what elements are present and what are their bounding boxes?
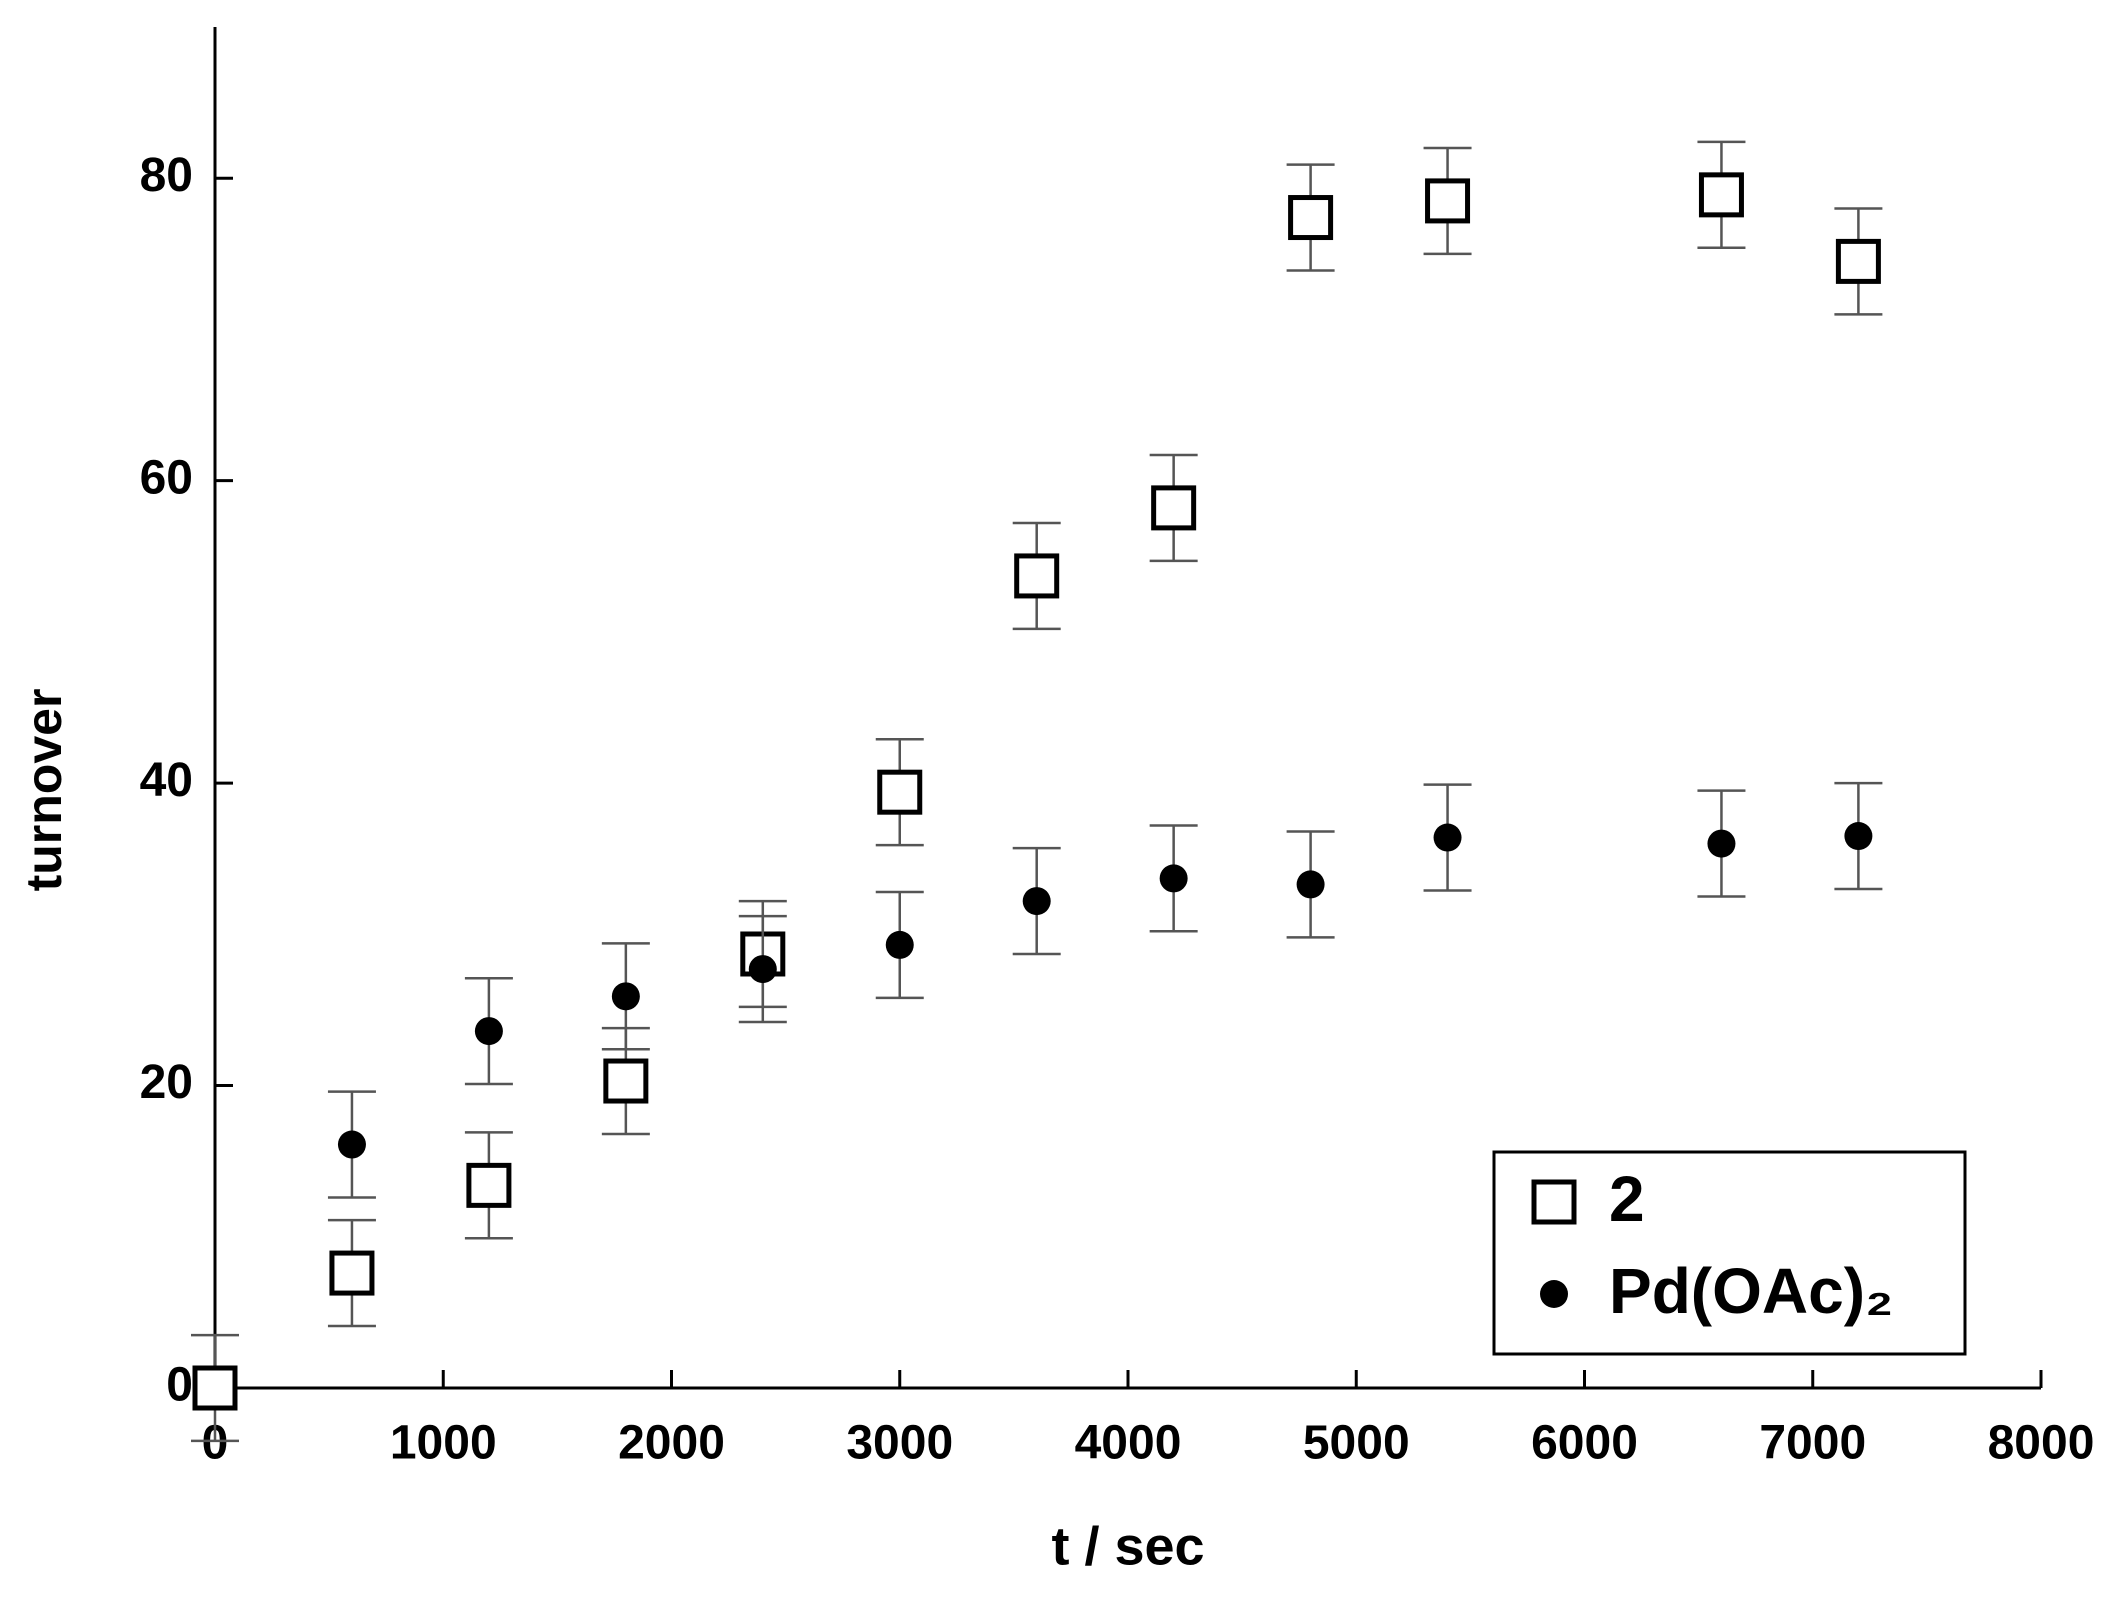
data-point: [474, 1017, 503, 1046]
data-point: [748, 955, 777, 984]
data-point: [466, 1162, 512, 1208]
data-point: [603, 1058, 649, 1104]
data-point: [337, 1130, 366, 1159]
x-tick-label: 3000: [846, 1417, 953, 1470]
data-point: [877, 769, 923, 815]
x-axis-label: t / sec: [1051, 1516, 1204, 1576]
data-point: [1022, 887, 1051, 916]
data-point: [1698, 172, 1744, 218]
data-point: [611, 982, 640, 1011]
x-tick-label: 7000: [1759, 1417, 1866, 1470]
y-tick-label: 60: [140, 451, 193, 504]
data-point: [1159, 864, 1188, 893]
data-point: [1835, 238, 1881, 284]
y-tick-label: 0: [166, 1359, 193, 1412]
legend-label: 2: [1609, 1163, 1645, 1235]
y-tick-label: 40: [140, 754, 193, 807]
data-point: [1151, 485, 1197, 531]
data-point: [885, 930, 914, 959]
data-point: [1844, 822, 1873, 851]
x-tick-label: 5000: [1303, 1417, 1410, 1470]
data-point: [1288, 195, 1334, 241]
x-tick-label: 6000: [1531, 1417, 1638, 1470]
y-tick-label: 80: [140, 149, 193, 202]
data-point: [1425, 178, 1471, 224]
x-tick-label: 4000: [1075, 1417, 1182, 1470]
legend-marker: [1540, 1280, 1568, 1308]
data-point: [192, 1365, 238, 1411]
x-tick-label: 1000: [390, 1417, 497, 1470]
y-axis-label: turnover: [16, 689, 72, 892]
legend-label: Pd(OAc)₂: [1609, 1255, 1893, 1327]
data-point: [1707, 829, 1736, 858]
x-tick-label: 2000: [618, 1417, 725, 1470]
data-point: [1433, 823, 1462, 852]
data-point: [1296, 870, 1325, 899]
data-point: [1014, 553, 1060, 599]
x-tick-label: 8000: [1988, 1417, 2095, 1470]
data-point: [329, 1250, 375, 1296]
y-tick-label: 20: [140, 1056, 193, 1109]
legend-marker: [1531, 1179, 1577, 1225]
